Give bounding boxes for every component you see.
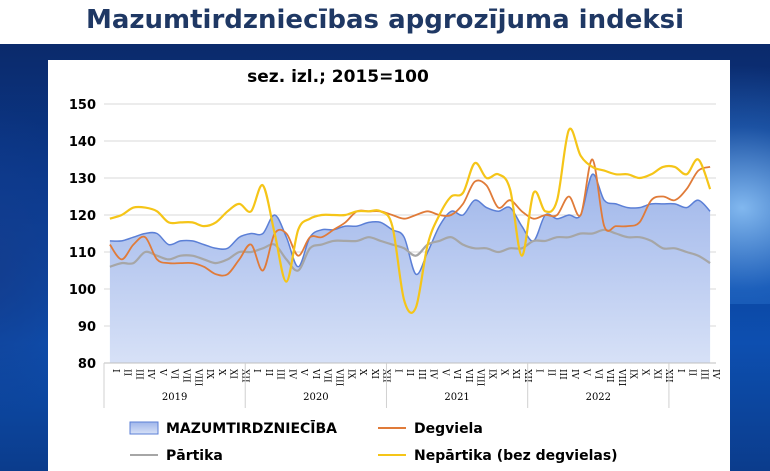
x-tick-label: VII [604,368,614,383]
x-tick-label: II [122,369,132,377]
x-tick-label: IV [428,369,438,380]
x-tick-label: IV [710,369,720,380]
series-line-total [109,173,711,276]
y-tick-label: 100 [69,283,96,298]
year-label: 2021 [444,392,469,403]
x-tick-label: II [404,369,414,377]
y-tick-label: 130 [69,172,96,187]
legend-label: MAZUMTIRDZNIECĪBA [166,419,337,437]
x-tick-label: IX [345,369,355,380]
x-tick-label: XI [510,369,520,379]
x-tick-label: II [545,369,555,377]
x-tick-label: X [357,369,367,376]
x-tick-label: III [557,369,567,380]
x-tick-label: V [298,368,308,376]
year-label: 2022 [586,392,611,403]
x-tick-label: IX [487,369,497,380]
x-tick-label: XI [651,369,661,379]
x-tick-label: VI [310,368,320,379]
legend-label: Degviela [414,421,483,437]
x-tick-label: III [416,369,426,380]
x-tick-label: VIII [616,368,626,387]
area-layer [109,173,711,363]
x-tick-label: V [581,368,591,376]
x-tick-label: X [498,369,508,376]
y-tick-label: 120 [69,209,96,224]
line-layer [109,127,712,314]
x-tick-label: XII [381,369,391,383]
page-title: Mazumtirdzniecības apgrozījuma indeksi [85,5,685,35]
x-tick-label: VII [322,368,332,383]
x-tick-label: V [439,368,449,376]
x-tick-label: VI [451,368,461,379]
x-tick-label: IV [569,369,579,380]
x-tick-label: XI [228,369,238,379]
x-tick-label: IX [628,369,638,380]
x-tick-label: IV [286,369,296,380]
chart-title: sez. izl.; 2015=100 [247,67,429,87]
x-tick-label: VIII [475,368,485,387]
x-tick-label: V [157,368,167,376]
x-tick-label: I [534,369,544,373]
y-tick-label: 140 [69,135,96,150]
series-area-total [109,174,711,363]
x-tick-label: VII [181,368,191,383]
x-tick-label: IV [145,369,155,380]
x-tick-label: VI [592,368,602,379]
x-tick-label: XII [239,369,249,383]
x-tick-label: III [275,369,285,380]
x-tick-label: III [133,369,143,380]
y-tick-label: 90 [78,320,96,335]
x-tick-label: VII [463,368,473,383]
x-tick-label: IX [204,369,214,380]
x-tick-label: I [675,369,685,373]
x-tick-label: VIII [192,368,202,387]
x-tick-label: I [392,369,402,373]
x-tick-label: I [251,369,261,373]
x-tick-label: X [216,369,226,376]
chart-panel: 80 90 100 110 120 130 140 150 I II III IV V VI VII VIII… [48,60,730,471]
y-tick-label: 150 [69,98,96,113]
series-line-nonfood [109,127,712,314]
x-tick-label: II [263,369,273,377]
series-line-fuel [109,158,711,277]
legend-label: Nepārtika (bez degvielas) [414,448,618,464]
x-tick-label: I [110,369,120,373]
x-tick-label: XII [663,369,673,383]
x-tick-label: III [698,369,708,380]
year-label: 2020 [303,392,328,403]
x-tick-label: XII [522,369,532,383]
legend: MAZUMTIRDZNIECĪBA Degviela Pārtika Nepārtik… [129,419,618,464]
x-tick-label: X [640,369,650,376]
x-tick-label: VI [169,368,179,379]
y-tick-label: 80 [78,357,96,372]
legend-label: Pārtika [166,448,223,464]
x-tick-label: II [687,369,697,377]
x-tick-label: XI [369,369,379,379]
year-label: 2019 [162,392,187,403]
y-tick-label: 110 [69,246,96,261]
legend-swatch-total [129,421,159,435]
x-tick-label: VIII [334,368,344,387]
